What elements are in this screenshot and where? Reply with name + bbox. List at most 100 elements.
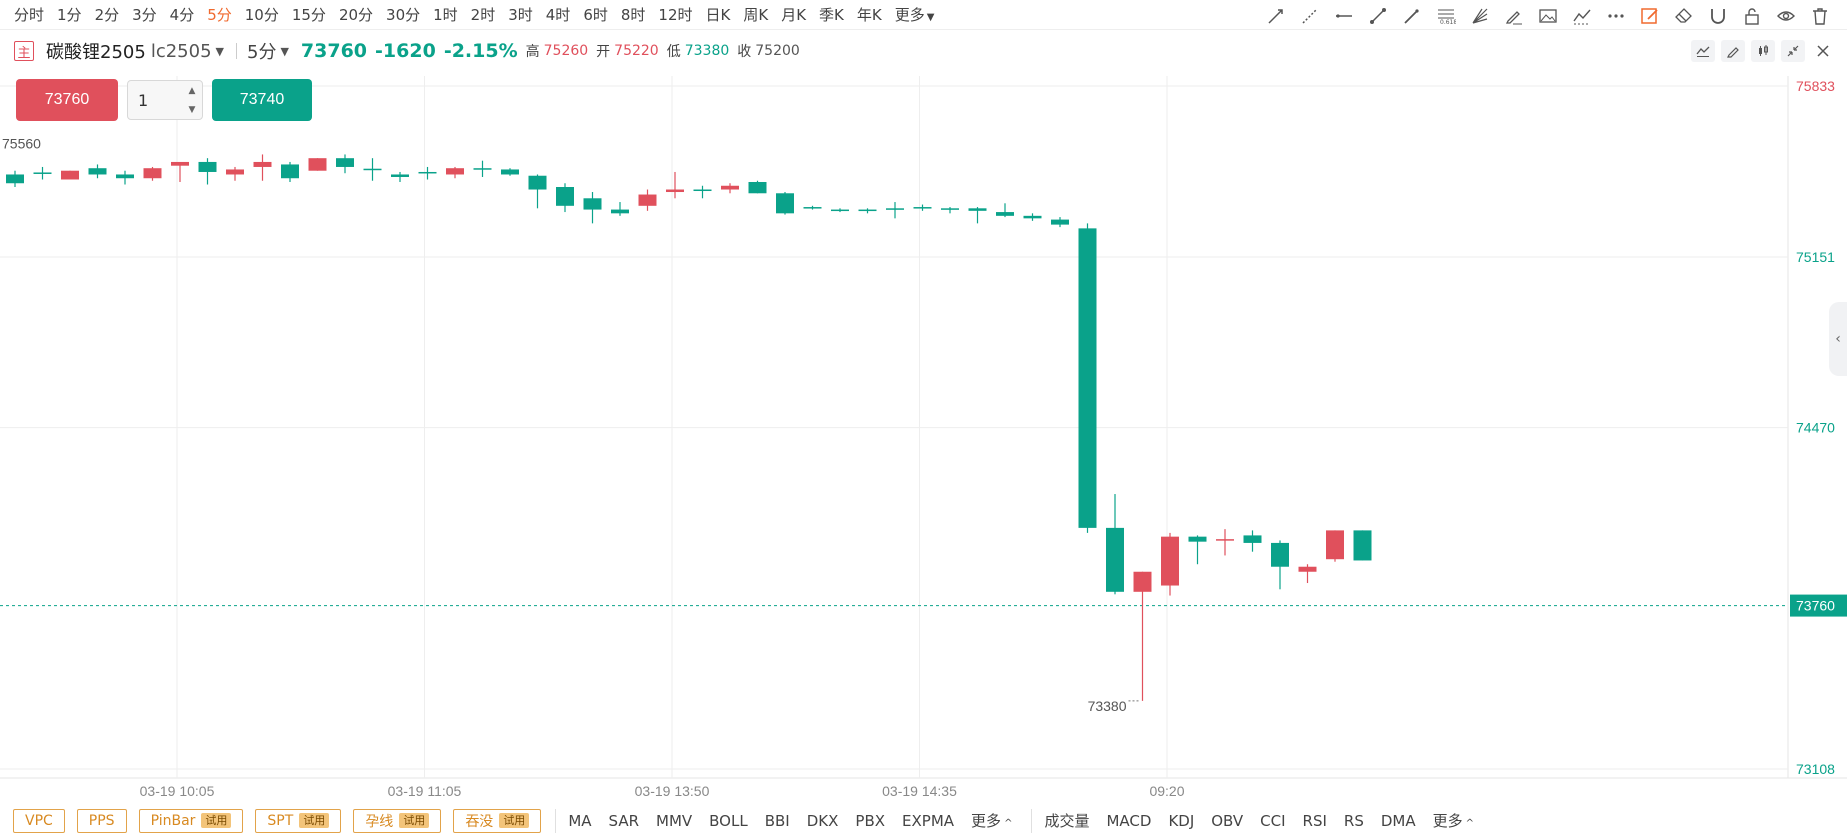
period-18[interactable]: 周K [743,6,769,24]
main-indicator-more-button[interactable]: 更多 ^ [971,812,1013,830]
period-8[interactable]: 20分 [338,6,374,24]
trash-icon[interactable] [1803,2,1837,30]
period-9[interactable]: 30分 [386,6,421,24]
candle-body [1161,536,1179,586]
sub-indicator-1[interactable]: MACD [1106,811,1152,830]
draw-pen-icon[interactable] [1721,40,1745,62]
symbol-name[interactable]: 碳酸锂2505 [46,42,146,63]
period-14[interactable]: 6时 [583,6,608,24]
indicator-settings-icon[interactable] [1691,40,1715,62]
candle-body [61,170,79,180]
symbol-dropdown-icon[interactable]: ▼ [215,44,224,58]
candle-body [1023,215,1042,219]
main-indicator-list: MA SAR MMV BOLL BBI DKX PBX EXPMA [568,812,971,830]
period-5[interactable]: 5分 [207,6,232,24]
period-more-button[interactable]: 更多 ▼ [894,6,935,24]
pattern-indicator-5[interactable]: 吞没 试用 [453,808,542,833]
eraser-icon[interactable] [1667,2,1701,30]
image-icon[interactable] [1531,2,1565,30]
polyline-icon[interactable] [1565,2,1599,30]
quantity-stepper[interactable]: 1 ▲ ▼ [127,80,203,120]
candle-body [913,207,932,209]
sub-indicator-7[interactable]: DMA [1380,811,1416,830]
decrement-icon[interactable]: ▼ [188,104,196,115]
period-19[interactable]: 月K [781,6,807,24]
sub-indicator-0[interactable]: 成交量 [1044,812,1090,830]
horizontal-line-icon[interactable] [1327,2,1361,30]
last-price: 73760 [300,40,368,62]
interval-dropdown-icon[interactable]: ▼ [280,44,289,58]
candle-body [611,209,629,214]
candle-body [776,193,794,214]
main-indicator-6[interactable]: PBX [855,811,886,830]
more-dots-icon[interactable] [1599,2,1633,30]
dashed-line-icon[interactable] [1293,2,1327,30]
fibonacci-icon[interactable]: 0.618 [1429,2,1463,30]
main-indicator-1[interactable]: SAR [608,811,639,830]
period-16[interactable]: 12时 [658,6,693,24]
sub-indicator-2[interactable]: KDJ [1168,811,1195,830]
period-15[interactable]: 8时 [620,6,646,24]
interval-selector[interactable]: 5分 [247,42,277,63]
period-2[interactable]: 2分 [94,6,120,24]
sub-indicator-6[interactable]: RS [1343,811,1364,830]
x-tick-label: 03-19 11:05 [388,783,462,799]
candle-body [583,198,602,210]
candle-body [693,189,712,192]
period-12[interactable]: 3时 [508,6,533,24]
quantity-value[interactable]: 1 [138,90,149,110]
pattern-indicator-3[interactable]: SPT 试用 [255,808,342,833]
period-3[interactable]: 3分 [132,6,157,24]
eye-icon[interactable] [1769,2,1803,30]
pattern-indicator-label: SPT [267,812,294,829]
main-indicator-2[interactable]: MMV [656,811,693,830]
period-11[interactable]: 2时 [470,6,496,24]
pen-line-icon[interactable] [1395,2,1429,30]
main-indicator-5[interactable]: DKX [806,811,839,830]
period-17[interactable]: 日K [705,6,731,24]
draw-mode-icon[interactable] [1633,2,1667,30]
pattern-indicator-label: PPS [88,812,115,829]
period-13[interactable]: 4时 [545,6,571,24]
period-0[interactable]: 分时 [14,6,45,24]
period-10[interactable]: 1时 [433,6,458,24]
symbol-code[interactable]: lc2505 [150,40,212,62]
pattern-indicator-1[interactable]: PPS [76,808,127,833]
close-icon[interactable] [1811,40,1835,62]
fan-icon[interactable] [1463,2,1497,30]
main-indicator-7[interactable]: EXPMA [902,811,955,830]
sub-indicator-4[interactable]: CCI [1260,811,1286,830]
period-1[interactable]: 1分 [57,6,82,24]
sub-indicator-3[interactable]: OBV [1211,811,1244,830]
segment-icon[interactable] [1361,2,1395,30]
candle-body [446,168,464,175]
side-panel-toggle[interactable]: ‹ [1829,302,1847,376]
magnet-icon[interactable] [1701,2,1735,30]
pattern-indicator-2[interactable]: PinBar 试用 [138,808,244,833]
sub-indicator-5[interactable]: RSI [1302,811,1327,830]
pattern-indicator-label: PinBar [150,812,196,829]
period-4[interactable]: 4分 [169,6,195,24]
highlighter-icon[interactable] [1497,2,1531,30]
pattern-indicator-label: 孕线 [365,813,394,830]
main-indicator-3[interactable]: BOLL [709,811,748,830]
buy-button[interactable]: 73760 [16,79,118,121]
pattern-indicator-4[interactable]: 孕线 试用 [353,808,442,833]
ray-icon[interactable] [1259,2,1293,30]
trial-badge: 试用 [499,813,530,828]
sell-button[interactable]: 73740 [212,79,312,121]
period-20[interactable]: 季K [819,6,844,24]
main-indicator-4[interactable]: BBI [764,811,790,830]
unlock-icon[interactable] [1735,2,1769,30]
pattern-indicator-0[interactable]: VPC [13,808,65,833]
x-tick-label: 03-19 10:05 [140,783,215,799]
period-21[interactable]: 年K [856,6,882,24]
increment-icon[interactable]: ▲ [188,85,196,96]
period-7[interactable]: 15分 [291,6,326,24]
collapse-icon[interactable] [1781,40,1805,62]
sub-indicator-more-button[interactable]: 更多 ^ [1432,812,1475,830]
period-6[interactable]: 10分 [244,6,279,24]
main-indicator-0[interactable]: MA [568,811,592,830]
candle-style-icon[interactable] [1751,40,1775,62]
